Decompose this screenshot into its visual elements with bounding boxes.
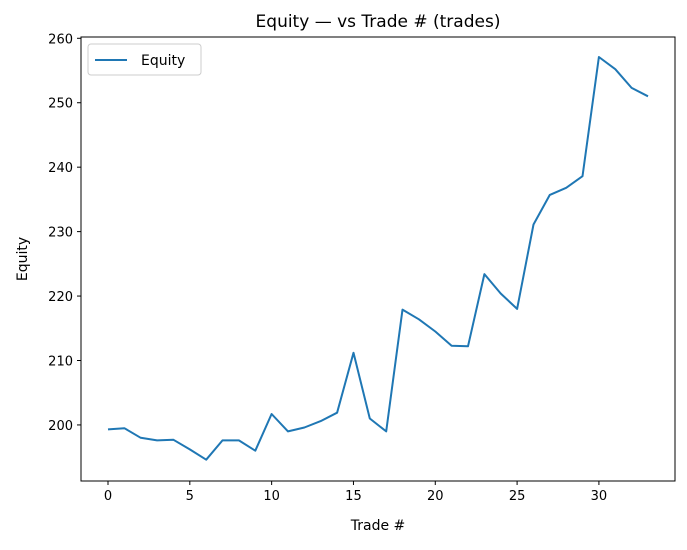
series-line-equity — [107, 56, 649, 461]
y-tick-label: 260 — [48, 32, 73, 47]
x-tick-label: 5 — [186, 489, 194, 504]
chart-title: Equity — vs Trade # (trades) — [256, 12, 501, 32]
x-axis-label: Trade # — [350, 518, 406, 534]
y-tick-label: 200 — [48, 419, 73, 434]
plot-frame — [80, 36, 676, 482]
x-tick-label: 15 — [345, 489, 362, 504]
y-tick-label: 230 — [48, 226, 73, 241]
legend: Equity — [87, 43, 202, 76]
y-tick-label: 220 — [48, 290, 73, 305]
x-tick-label: 20 — [427, 489, 444, 504]
y-tick-label: 250 — [48, 97, 73, 112]
legend-box — [87, 43, 202, 76]
legend-label: Equity — [141, 53, 185, 69]
x-tick-label: 30 — [591, 489, 608, 504]
x-tick-label: 0 — [104, 489, 112, 504]
y-axis-label: Equity — [15, 237, 31, 281]
y-tick-label: 210 — [48, 354, 73, 369]
x-tick-label: 25 — [509, 489, 526, 504]
x-tick-label: 10 — [263, 489, 280, 504]
y-tick-label: 240 — [48, 161, 73, 176]
